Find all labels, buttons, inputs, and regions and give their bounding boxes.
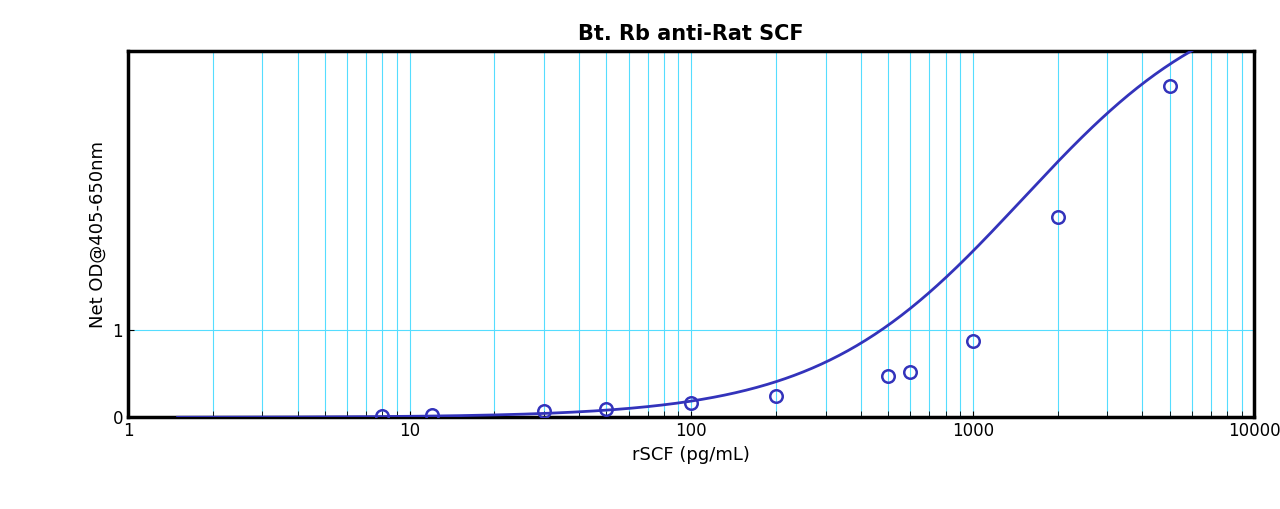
- X-axis label: rSCF (pg/mL): rSCF (pg/mL): [632, 446, 750, 464]
- Title: Bt. Rb anti-Rat SCF: Bt. Rb anti-Rat SCF: [579, 24, 804, 44]
- Y-axis label: Net OD@405-650nm: Net OD@405-650nm: [88, 140, 108, 328]
